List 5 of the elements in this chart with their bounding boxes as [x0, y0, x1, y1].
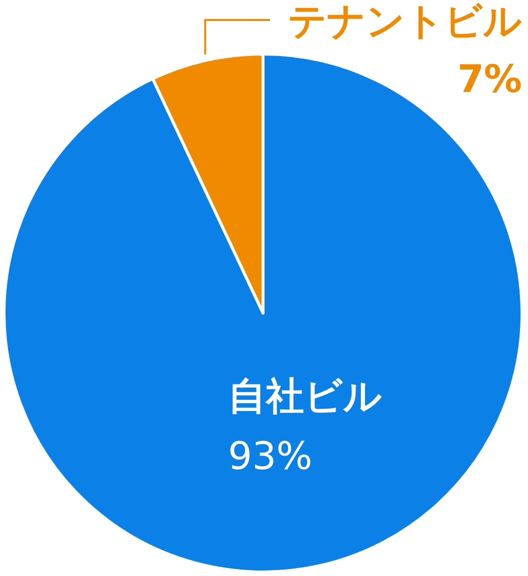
slice-label: テナントビル — [288, 0, 522, 43]
slice-label: 自社ビル — [228, 374, 382, 418]
data-label: 7% — [457, 57, 522, 101]
pie-slice — [2, 52, 524, 574]
data-label: 93% — [228, 434, 312, 478]
